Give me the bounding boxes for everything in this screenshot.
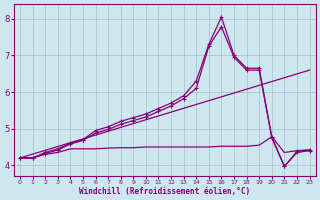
X-axis label: Windchill (Refroidissement éolien,°C): Windchill (Refroidissement éolien,°C) xyxy=(79,187,250,196)
